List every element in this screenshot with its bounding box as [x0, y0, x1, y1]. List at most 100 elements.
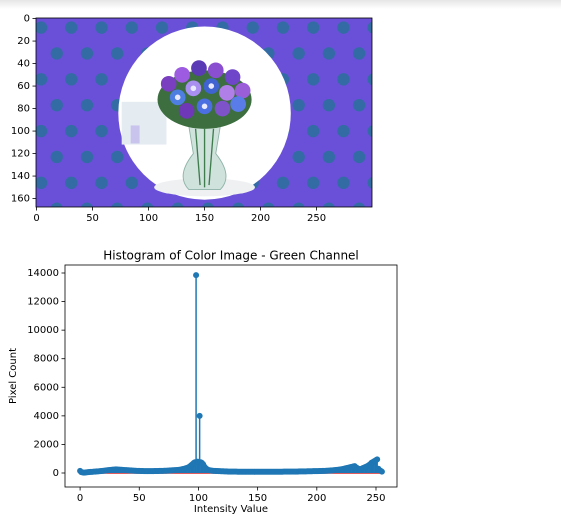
dot	[307, 124, 320, 138]
image	[36, 18, 395, 207]
top-bar	[0, 0, 561, 9]
dot	[337, 176, 350, 189]
y-tick-label: 12000	[27, 297, 59, 308]
flower-center	[208, 83, 215, 89]
dot	[352, 99, 366, 112]
stem-marker	[196, 412, 203, 419]
x-tick-label: 0	[33, 213, 39, 224]
x-tick-label: 200	[307, 493, 326, 504]
flower-center	[174, 94, 181, 101]
x-tick-label: 50	[133, 493, 146, 504]
dot	[337, 124, 350, 138]
stem-marker	[378, 468, 385, 475]
stem-marker	[374, 456, 381, 463]
dot	[292, 47, 305, 60]
dot	[125, 21, 138, 34]
x-tick-label: 100	[189, 493, 208, 504]
y-tick-label: 160	[11, 194, 30, 205]
y-tick-label: 0	[53, 468, 59, 479]
dot	[307, 21, 320, 34]
x-tick-label: 200	[251, 213, 270, 224]
y-tick-label: 80	[17, 104, 30, 115]
dot	[50, 202, 63, 207]
dot	[322, 47, 336, 60]
chart-title: Histogram of Color Image - Green Channel	[103, 249, 359, 263]
dot	[246, 21, 259, 34]
dot	[292, 202, 305, 207]
window	[121, 101, 167, 145]
dot	[367, 125, 372, 138]
dot	[352, 47, 366, 60]
dot	[111, 150, 124, 164]
y-tick-label: 140	[11, 171, 30, 182]
x-tick-label: 250	[307, 213, 326, 224]
dot	[95, 73, 108, 86]
dot	[276, 176, 290, 189]
dot	[352, 150, 366, 164]
dot	[201, 202, 214, 207]
flower	[224, 69, 241, 85]
x-tick-label: 150	[248, 493, 267, 504]
x-tick-label: 50	[86, 213, 99, 224]
dot	[383, 99, 395, 111]
x-tick-label: 250	[366, 493, 385, 504]
axes-frame	[35, 17, 373, 208]
dot	[367, 21, 372, 34]
dot	[36, 124, 48, 138]
dot	[50, 47, 63, 60]
dot	[95, 176, 108, 189]
dot	[65, 176, 78, 189]
flower	[234, 82, 251, 99]
dot	[95, 21, 108, 34]
dot	[95, 124, 108, 138]
dot	[383, 47, 395, 59]
x-tick-label: 0	[77, 493, 83, 504]
y-tick-label: 0	[24, 14, 30, 25]
dot	[322, 150, 336, 164]
dot	[322, 202, 335, 207]
dot	[262, 202, 275, 207]
y-axis-label: Pixel Count	[8, 348, 19, 404]
y-tick-label: 100	[11, 126, 30, 137]
dot	[232, 202, 245, 207]
dot	[141, 202, 154, 207]
x-tick-label: 150	[195, 213, 214, 224]
dot	[367, 73, 372, 86]
dot	[50, 150, 63, 164]
y-tick-label: 60	[17, 81, 30, 92]
dot	[383, 151, 395, 163]
y-tick-label: 120	[11, 149, 30, 160]
y-tick-label: 10000	[27, 325, 59, 336]
dot	[307, 176, 320, 189]
dot	[125, 176, 138, 189]
dot	[36, 21, 48, 34]
flower	[214, 100, 231, 117]
dot	[80, 99, 94, 112]
image-content	[36, 18, 395, 207]
flower	[178, 102, 195, 119]
dot	[50, 99, 63, 112]
dot	[367, 176, 372, 189]
dot	[171, 202, 184, 207]
flower	[174, 66, 190, 83]
y-tick-label: 14000	[27, 268, 59, 279]
dot	[276, 21, 290, 34]
flower	[160, 75, 177, 92]
flower	[191, 60, 207, 76]
y-tick-label: 4000	[34, 411, 59, 422]
y-tick-label: 6000	[34, 382, 59, 393]
x-tick-label: 100	[139, 213, 158, 224]
y-tick-label: 20	[17, 36, 30, 47]
dot	[322, 99, 336, 112]
dot	[80, 47, 94, 60]
dot	[36, 176, 48, 189]
dot	[307, 73, 320, 86]
dot	[292, 150, 305, 164]
dot	[65, 73, 78, 86]
x-axis-label: Intensity Value	[194, 504, 268, 515]
dot	[80, 150, 94, 164]
flower-center	[190, 85, 197, 92]
flower	[230, 96, 246, 112]
y-tick-label: 40	[17, 59, 30, 70]
dot	[36, 73, 48, 86]
